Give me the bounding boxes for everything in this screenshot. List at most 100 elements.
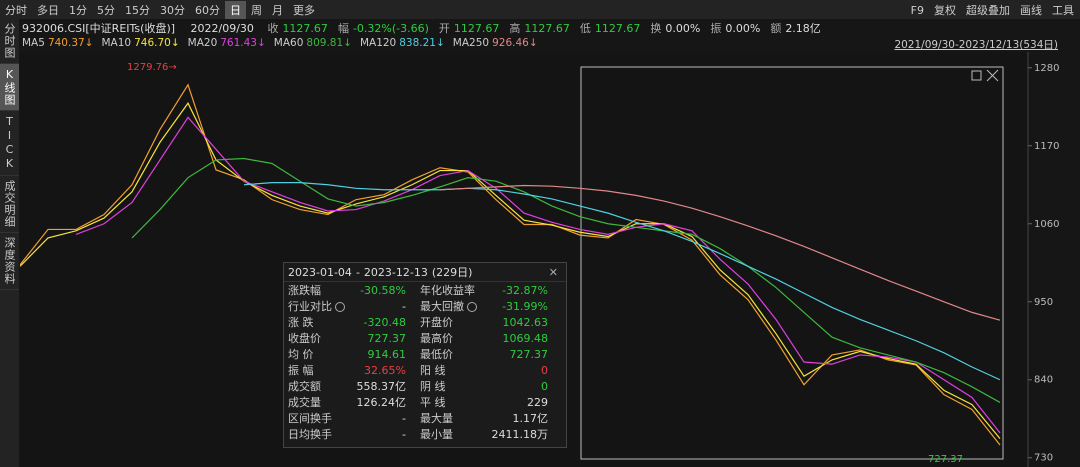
period-tabs: 分时 多日 1分 5分 15分 30分 60分日周月更多 [0,0,320,19]
stats-panel: 2023-01-04 - 2023-12-13 (229日) ✕ 涨跌幅 -30.… [283,262,567,448]
stats-row: 振 幅 32.65% 阳 线 0 [284,362,566,378]
legend-value: 746.70↓ [134,37,180,49]
y-tick-label: 950 [1034,297,1053,308]
legend-name: MA250 [452,37,490,49]
stats-row: 区间换手 - 最大量 1.17亿 [284,410,566,426]
stats-row: 日均换手 - 最小量 2411.18万 [284,426,566,442]
panel-header: 2023-01-04 - 2023-12-13 (229日) ✕ [284,263,566,282]
tool-item[interactable]: 复权 [934,4,956,17]
legend-name: MA60 [273,37,304,49]
stats-label: 最大回撤 [406,298,490,314]
stats-value: 229 [527,395,548,409]
legend-name: MA20 [187,37,218,49]
period-tab[interactable]: 5分 [97,3,115,17]
stats-label: 平 线 [420,396,446,409]
legend-value: 838.21↓ [399,37,445,49]
stats-value: 727.37 [367,331,407,345]
stats-label: 收盘价 [288,332,321,345]
legend-name: MA10 [101,37,132,49]
sep: - [355,265,360,279]
stats-row: 均 价 914.61 最低价 727.37 [284,346,566,362]
stats-label: 成交量 [288,396,321,409]
period-tab[interactable]: 月 [272,3,283,17]
legend-value: 740.37↓ [47,37,94,49]
side-tab[interactable]: TICK [0,111,19,176]
info-value: 1127.67 [453,22,500,35]
tool-item[interactable]: 工具 [1052,4,1074,17]
tool-item[interactable]: F9 [910,4,924,17]
selection-box[interactable] [580,66,1004,460]
date-range[interactable]: 2021/09/30-2023/12/13(534日) [894,39,1058,51]
period-tab[interactable]: 日 [225,0,246,19]
stats-row: 涨跌幅 -30.58% 年化收益率 -32.87% [284,282,566,298]
period-tab[interactable]: 更多 [293,3,315,17]
close[interactable]: ✕ [548,265,558,279]
start-date[interactable]: 2023-01-04 [288,265,352,279]
stats-row: 涨 跌 -320.48 开盘价 1042.63 [284,314,566,330]
side-tab[interactable]: 分时图 [0,19,19,64]
stats-label: 年化收益率 [420,284,475,297]
box-icon[interactable] [971,70,982,81]
period-tab[interactable]: 60分 [195,3,220,17]
period-tab[interactable]: 1分 [69,3,87,17]
legend-name: MA5 [22,37,45,49]
info-value: 1127.67 [524,22,570,35]
stats-label: 最低价 [420,348,453,361]
stats-value: 727.37 [509,347,549,361]
stats-value: -30.58% [360,283,406,297]
end-date[interactable]: 2023-12-13 [363,265,428,279]
y-tick-label: 1060 [1034,219,1059,230]
info-value: 0.00% [725,22,761,35]
period-tab[interactable]: 30分 [160,3,185,17]
stats-label: 最高价 [420,332,453,345]
stats-row: 成交额 558.37亿阴 线 0 [284,378,566,394]
info-label: 额 [770,22,782,35]
stats-value: -320.48 [363,315,406,329]
info-label: 换 [650,22,662,35]
y-tick-label: 840 [1034,375,1053,386]
stats-value: 126.24亿 [356,396,407,409]
stats-value: 1042.63 [502,315,549,329]
side-tab[interactable]: 深度资料 [0,233,19,290]
side-tab[interactable]: 成交明细 [0,176,19,233]
stats-value: 0 [541,379,548,393]
period-tab[interactable]: 15分 [125,3,150,17]
ma-line [20,83,1001,446]
period-tab[interactable]: 周 [251,3,262,17]
y-tick-label: 1280 [1034,63,1059,74]
stats-value: 0 [541,363,548,377]
legend-value: 926.46↓ [492,37,538,49]
y-tick-label: 1170 [1034,141,1059,152]
stats-value: -31.99% [502,299,548,313]
info-value: 0.00% [665,22,701,35]
stats-value: - [402,411,406,425]
info-label: 开 [438,22,450,35]
stats-value: 1.17亿 [512,412,549,425]
stats-row: 收盘价 727.37 最高价 1069.48 [284,330,566,346]
legend-value: 761.43↓ [220,37,266,49]
toolbar: 分时 多日 1分 5分 15分 30分 60分日周月更多 F9 复权 超级叠加 画线 工具 [0,0,1080,19]
ma-legend: MA5 740.37↓ MA10 746.70↓ MA20 761.43↓ MA60 809.… [22,37,546,52]
info-label: 振 [710,22,722,35]
period-tab[interactable]: 多日 [37,3,59,17]
stats-label: 开盘价 [420,316,453,329]
info-icon[interactable] [467,302,477,312]
stats-label: 成交额 [288,380,321,393]
tool-item[interactable]: 超级叠加 [966,4,1010,17]
stats-label: 行业对比 [288,298,348,314]
ma-line [20,102,1001,439]
stats-label: 振 幅 [288,364,314,377]
close-icon[interactable] [986,69,999,82]
side-tab[interactable]: K线图 [0,64,19,111]
stats-label: 均 价 [288,348,314,361]
stats-value: 558.37亿 [356,380,407,393]
code: 932006.CSI[中证REITs(收盘)] [22,22,176,35]
info-label: 幅 [337,22,349,35]
stats-label: 涨跌幅 [288,284,321,297]
tool-item[interactable]: 画线 [1020,4,1042,17]
ma-line [75,116,1001,434]
period-tab[interactable]: 分时 [5,3,27,17]
info-icon[interactable] [335,302,345,312]
info-value: 2.18亿 [785,22,821,35]
